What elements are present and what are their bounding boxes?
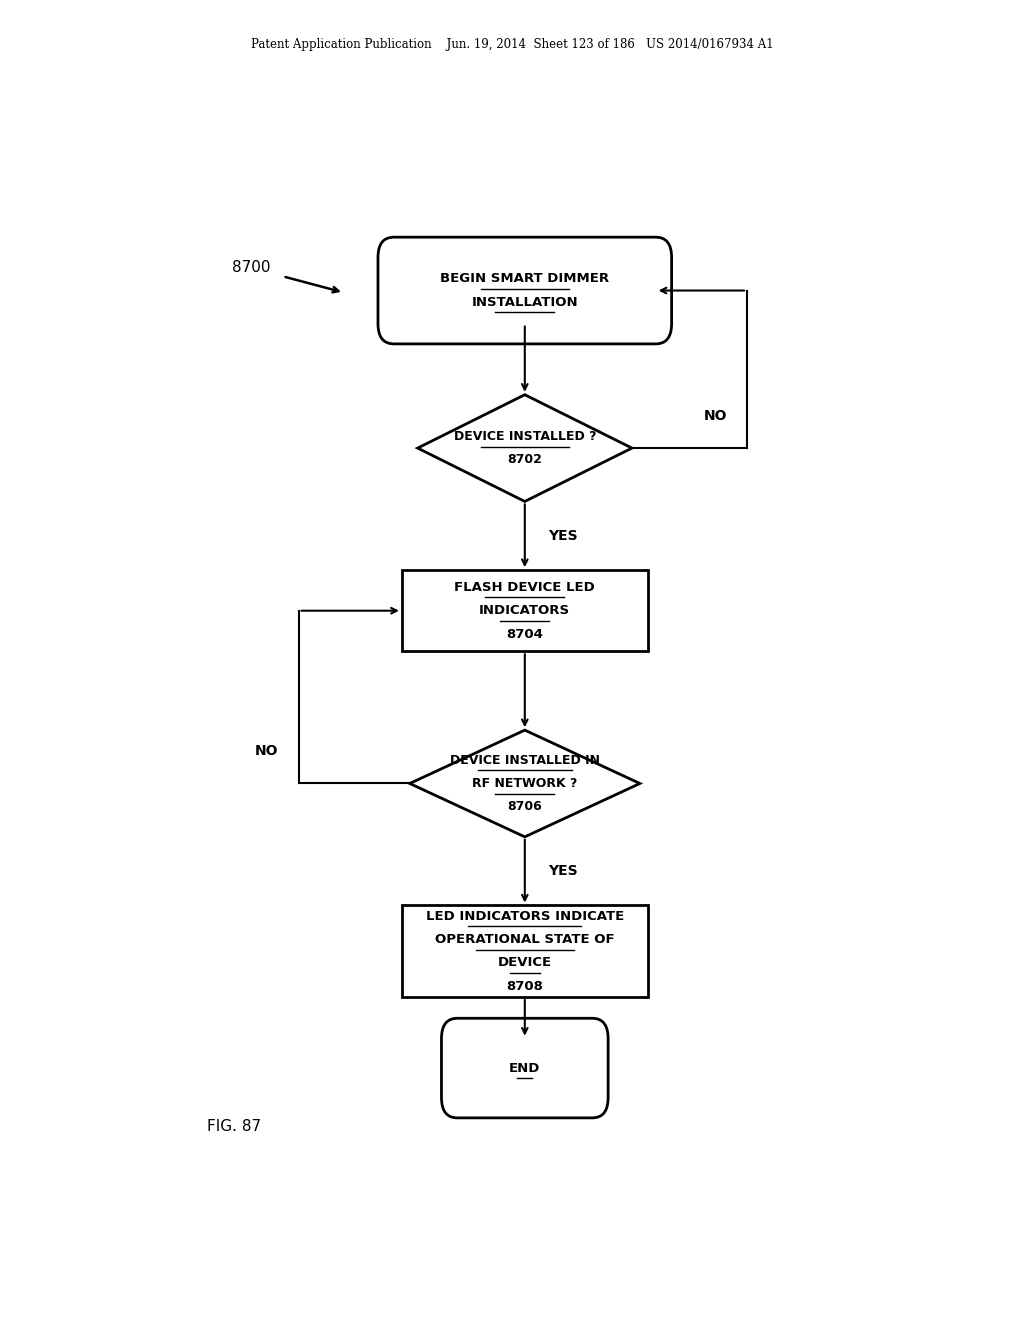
Text: LED INDICATORS INDICATE: LED INDICATORS INDICATE bbox=[426, 909, 624, 923]
Text: DEVICE INSTALLED IN: DEVICE INSTALLED IN bbox=[450, 754, 600, 767]
Text: 8700: 8700 bbox=[231, 260, 270, 275]
Text: NO: NO bbox=[255, 744, 279, 758]
Text: YES: YES bbox=[549, 865, 579, 878]
Text: FIG. 87: FIG. 87 bbox=[207, 1118, 261, 1134]
Polygon shape bbox=[410, 730, 640, 837]
Text: NO: NO bbox=[703, 409, 727, 422]
FancyBboxPatch shape bbox=[378, 238, 672, 345]
Text: Patent Application Publication    Jun. 19, 2014  Sheet 123 of 186   US 2014/0167: Patent Application Publication Jun. 19, … bbox=[251, 38, 773, 51]
Text: INSTALLATION: INSTALLATION bbox=[471, 296, 579, 309]
Text: BEGIN SMART DIMMER: BEGIN SMART DIMMER bbox=[440, 272, 609, 285]
Bar bbox=[401, 906, 648, 997]
Text: FLASH DEVICE LED: FLASH DEVICE LED bbox=[455, 581, 595, 594]
Bar bbox=[401, 570, 648, 651]
FancyBboxPatch shape bbox=[441, 1018, 608, 1118]
Text: OPERATIONAL STATE OF: OPERATIONAL STATE OF bbox=[435, 933, 614, 946]
Polygon shape bbox=[418, 395, 632, 502]
Text: RF NETWORK ?: RF NETWORK ? bbox=[472, 777, 578, 789]
Text: DEVICE: DEVICE bbox=[498, 957, 552, 969]
Text: 8704: 8704 bbox=[506, 627, 544, 640]
Text: INDICATORS: INDICATORS bbox=[479, 605, 570, 618]
Text: 8708: 8708 bbox=[506, 979, 544, 993]
Text: DEVICE INSTALLED ?: DEVICE INSTALLED ? bbox=[454, 430, 596, 444]
Text: YES: YES bbox=[549, 529, 579, 543]
Text: 8706: 8706 bbox=[508, 800, 542, 813]
Text: END: END bbox=[509, 1061, 541, 1074]
Text: 8702: 8702 bbox=[507, 453, 543, 466]
